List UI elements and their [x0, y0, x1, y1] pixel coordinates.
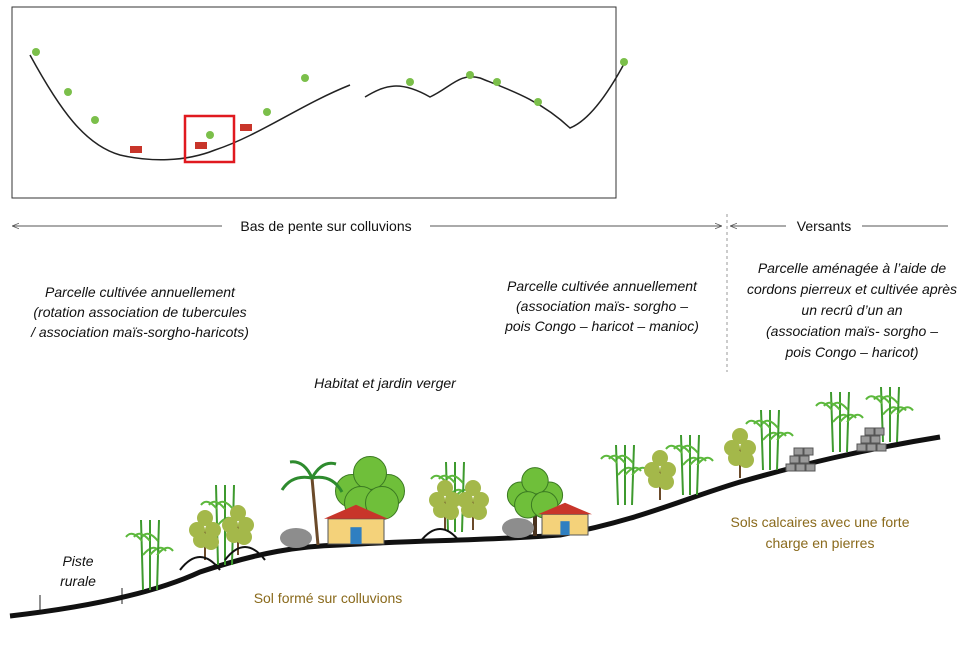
zone-label: Versants	[797, 218, 851, 234]
annotation: pois Congo – haricot – manioc)	[504, 318, 699, 334]
shrub-leaf	[230, 505, 246, 521]
inset-house	[195, 142, 207, 149]
annotation: rurale	[60, 573, 96, 589]
annotation: Habitat et jardin verger	[314, 375, 457, 391]
annotation: un recrû d’un an	[801, 302, 902, 318]
annotation: Parcelle cultivée annuellement	[507, 278, 698, 294]
stone	[861, 436, 870, 443]
inset-house	[130, 146, 142, 153]
inset-tree	[620, 58, 628, 66]
page: {"header": {"zones": [{"label": "Bas de …	[0, 0, 972, 648]
annotation: Piste	[62, 553, 93, 569]
inset-tree	[91, 116, 99, 124]
pig	[502, 518, 534, 538]
inset-house	[240, 124, 252, 131]
inset-tree	[32, 48, 40, 56]
shrub-leaf	[236, 529, 252, 545]
tree-leaf	[522, 468, 548, 494]
stone	[857, 444, 866, 451]
shrub-leaf	[652, 450, 668, 466]
annotation: cordons pierreux et cultivée après	[747, 281, 957, 297]
stone	[877, 444, 886, 451]
diagram: Bas de pente sur colluvions Versants Par…	[0, 0, 972, 648]
zone-label: Bas de pente sur colluvions	[240, 218, 411, 234]
soil-label: charge en pierres	[766, 535, 875, 551]
shrub-leaf	[443, 504, 459, 520]
shrub-leaf	[465, 480, 481, 496]
annotation: (association maïs- sorgho –	[766, 323, 938, 339]
soil-label: Sols calcaires avec une forte	[731, 514, 910, 530]
maize	[831, 392, 833, 452]
shrub-leaf	[658, 474, 674, 490]
shrub-leaf	[738, 452, 754, 468]
stone	[786, 464, 795, 471]
maize	[681, 435, 683, 495]
tree-leaf	[354, 457, 387, 490]
annotation: (rotation association de tubercules	[33, 304, 246, 320]
shrub-leaf	[203, 534, 219, 550]
maize	[141, 520, 143, 590]
annotation: (association maïs- sorgho –	[516, 298, 688, 314]
soil-label: Sol formé sur colluvions	[254, 590, 403, 606]
maize	[616, 445, 618, 505]
inset-tree	[301, 74, 309, 82]
stone	[865, 428, 874, 435]
stone	[867, 444, 876, 451]
stone	[804, 448, 813, 455]
stone	[871, 436, 880, 443]
annotation: / association maïs-sorgho-haricots)	[30, 324, 249, 340]
house-door	[350, 527, 361, 544]
stone	[790, 456, 799, 463]
inset-tree	[493, 78, 501, 86]
inset-tree	[406, 78, 414, 86]
shrub-leaf	[732, 428, 748, 444]
annotation: Parcelle cultivée annuellement	[45, 284, 236, 300]
shrub-leaf	[471, 504, 487, 520]
shrub-leaf	[197, 510, 213, 526]
stone	[794, 448, 803, 455]
stone	[806, 464, 815, 471]
inset-tree	[206, 131, 214, 139]
annotation: Parcelle aménagée à l’aide de	[758, 260, 947, 276]
stone	[800, 456, 809, 463]
house-door	[560, 521, 569, 535]
stone	[796, 464, 805, 471]
palm	[312, 478, 318, 545]
maize	[761, 410, 763, 470]
pig	[280, 528, 312, 548]
inset-tree	[263, 108, 271, 116]
inset-tree	[534, 98, 542, 106]
inset-tree	[64, 88, 72, 96]
shrub-leaf	[437, 480, 453, 496]
stone	[875, 428, 884, 435]
annotation: pois Congo – haricot)	[784, 344, 918, 360]
inset-tree	[466, 71, 474, 79]
